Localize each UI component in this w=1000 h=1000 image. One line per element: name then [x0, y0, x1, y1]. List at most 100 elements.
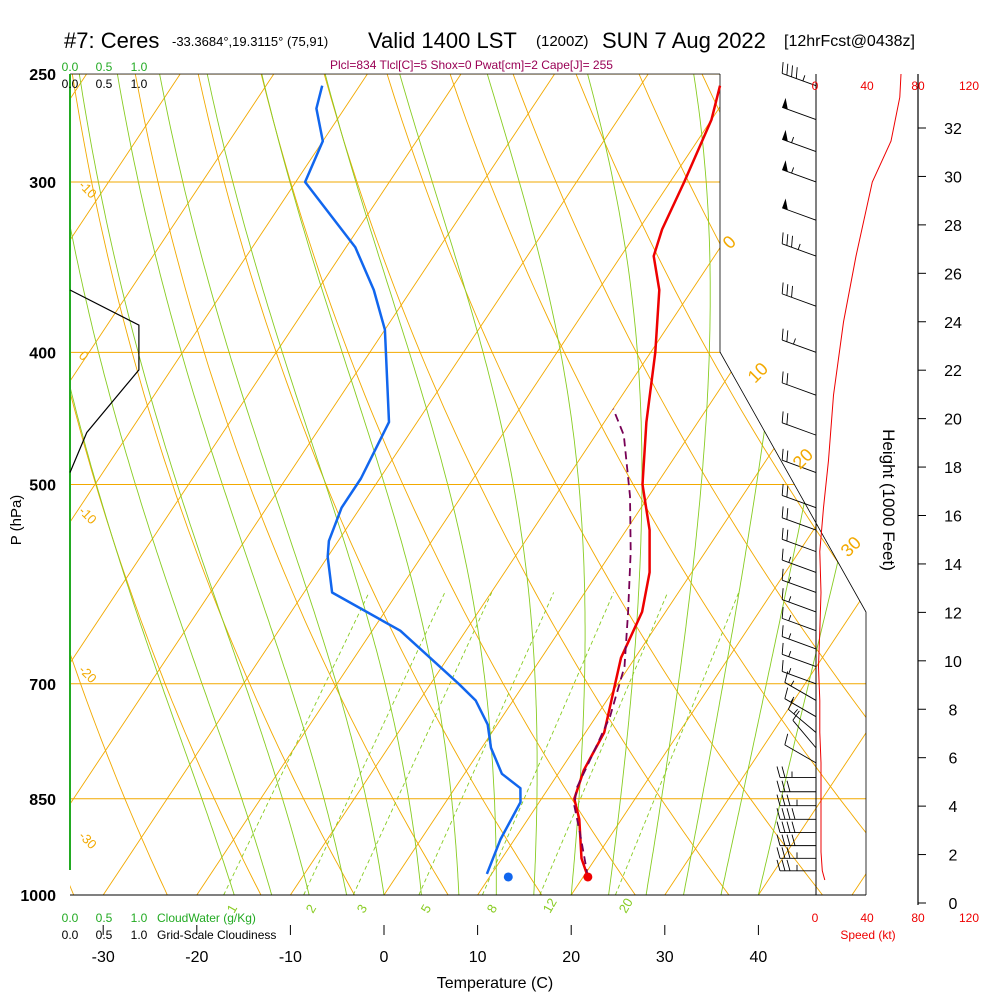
wind-barb-feather: [786, 63, 789, 76]
dry-adiabat-line: [70, 74, 168, 895]
wind-barb-half-feather: [802, 75, 806, 82]
wind-barb-feather: [781, 548, 784, 561]
cloudiness-bottom-label: 0.5: [96, 928, 113, 942]
dry-adiabat-line: [449, 74, 866, 895]
x-tick-label: -30: [92, 949, 115, 966]
dewpoint-surface-marker: [503, 872, 513, 882]
temperature-surface-marker: [583, 872, 593, 882]
cloudwater-top-label: 1.0: [131, 60, 148, 74]
wind-barb-feather: [791, 285, 793, 298]
wind-barb-staff: [788, 708, 817, 733]
cloudwater-bottom-label: CloudWater (g/Kg): [157, 911, 256, 925]
dry-adiabat-line: [954, 74, 1000, 895]
height-tick-label: 32: [944, 121, 962, 138]
wind-barb-feather: [791, 834, 796, 846]
wind-barb-feather: [776, 794, 781, 806]
wind-barb-staff: [784, 744, 817, 764]
wind-barb-feather: [791, 235, 793, 248]
wind-barb-feather: [781, 232, 784, 244]
moist-adiabat-line: [324, 74, 497, 895]
wind-barb-staff: [782, 382, 817, 396]
moist-adiabat-label: 20: [789, 445, 817, 473]
cloudiness-bottom-label: 0.0: [62, 928, 79, 942]
mixing-ratio-line: [614, 592, 740, 895]
utc-time: (1200Z): [536, 33, 589, 50]
x-tick-label: 20: [562, 949, 580, 966]
wind-barb-staff: [782, 72, 817, 87]
forecast-date: SUN 7 Aug 2022: [602, 28, 766, 53]
pressure-tick-label: 850: [29, 792, 56, 809]
wind-barb-feather: [791, 821, 796, 833]
isotherm-label: -10: [76, 177, 100, 201]
isotherm-line: [758, 74, 866, 895]
wind-barb-feather: [781, 847, 786, 859]
wind-barb-feather: [781, 660, 784, 672]
station-title: #7: Ceres: [64, 28, 160, 53]
wind-barb-half-feather: [788, 556, 792, 563]
temperature-line: [573, 85, 722, 878]
wind-speed-line: [817, 73, 902, 881]
wind-speed-bottom-tick: 0: [812, 911, 819, 925]
wind-barb-staff: [782, 559, 817, 573]
wind-barb-feather: [781, 766, 786, 778]
height-tick-label: 2: [949, 848, 958, 865]
wind-barb-staff: [782, 293, 817, 307]
wind-barb-half-feather: [788, 650, 792, 657]
wind-barb-pennant: [782, 198, 788, 210]
cloudwater-top-label: 0.5: [96, 60, 113, 74]
wind-barb-feather: [781, 371, 784, 383]
wind-barb-feather: [776, 834, 781, 846]
wind-barb-feather: [781, 794, 786, 806]
wind-barb-staff: [782, 671, 817, 685]
wind-barb-half-feather: [790, 680, 795, 687]
dry-adiabat-line: [260, 74, 636, 895]
mixing-ratio-line: [418, 592, 555, 895]
wind-barb-feather: [776, 780, 781, 792]
wind-barb-feather: [788, 698, 794, 710]
dry-adiabat-line: [197, 74, 543, 895]
height-tick-label: 20: [944, 412, 962, 429]
wind-speed-top-tick: 120: [959, 79, 979, 93]
height-tick-label: 30: [944, 169, 962, 186]
wind-barb-feather: [781, 282, 784, 294]
wind-barb-feather: [781, 506, 784, 518]
pressure-tick-label: 1000: [20, 888, 56, 905]
wind-speed-bottom-tick: 40: [860, 911, 874, 925]
wind-barb-feather: [781, 642, 784, 655]
wind-barb-staff: [782, 617, 817, 632]
dry-adiabat-line: [134, 74, 449, 895]
wind-barb-feather: [786, 808, 791, 820]
isotherm-label: 0: [76, 348, 92, 364]
cloudiness-bottom-label: 1.0: [131, 928, 148, 942]
wind-barb-staff: [782, 636, 817, 650]
height-tick-label: 26: [944, 266, 962, 283]
pressure-tick-label: 300: [29, 175, 56, 192]
wind-speed-axis-title: Speed (kt): [840, 928, 895, 942]
wind-barb-staff: [782, 653, 817, 668]
wind-speed-bottom-tick: 80: [911, 911, 925, 925]
isotherm-label: -10: [76, 503, 100, 527]
wind-barb-half-feather: [793, 338, 796, 345]
height-tick-label: 22: [944, 363, 962, 380]
wind-barb-half-feather: [793, 708, 798, 715]
wind-barb-staff: [782, 459, 817, 473]
wind-barb-feather: [786, 373, 789, 385]
parcel-parameters: Plcl=834 Tlcl[C]=5 Shox=0 Pwat[cm]=2 Cap…: [330, 58, 613, 72]
height-tick-label: 0: [949, 896, 958, 913]
wind-barb-staff: [784, 698, 817, 718]
height-tick-label: 28: [944, 218, 962, 235]
cloudwater-bottom-label: 1.0: [131, 911, 148, 925]
moist-adiabat-line: [645, 74, 711, 895]
wind-barb-feather: [784, 687, 789, 699]
frame-right: [719, 74, 867, 895]
wind-barb-feather: [781, 448, 784, 461]
wind-barb-feather: [786, 847, 791, 859]
wind-barb-feather: [786, 508, 789, 520]
wind-barb-pennant: [782, 129, 788, 142]
moist-adiabat-label: 30: [837, 533, 865, 561]
wind-barb-staff: [782, 243, 817, 257]
wind-barb-staff: [782, 517, 817, 531]
wind-barb-feather: [781, 62, 784, 74]
cloudiness-top-label: 1.0: [131, 77, 148, 91]
